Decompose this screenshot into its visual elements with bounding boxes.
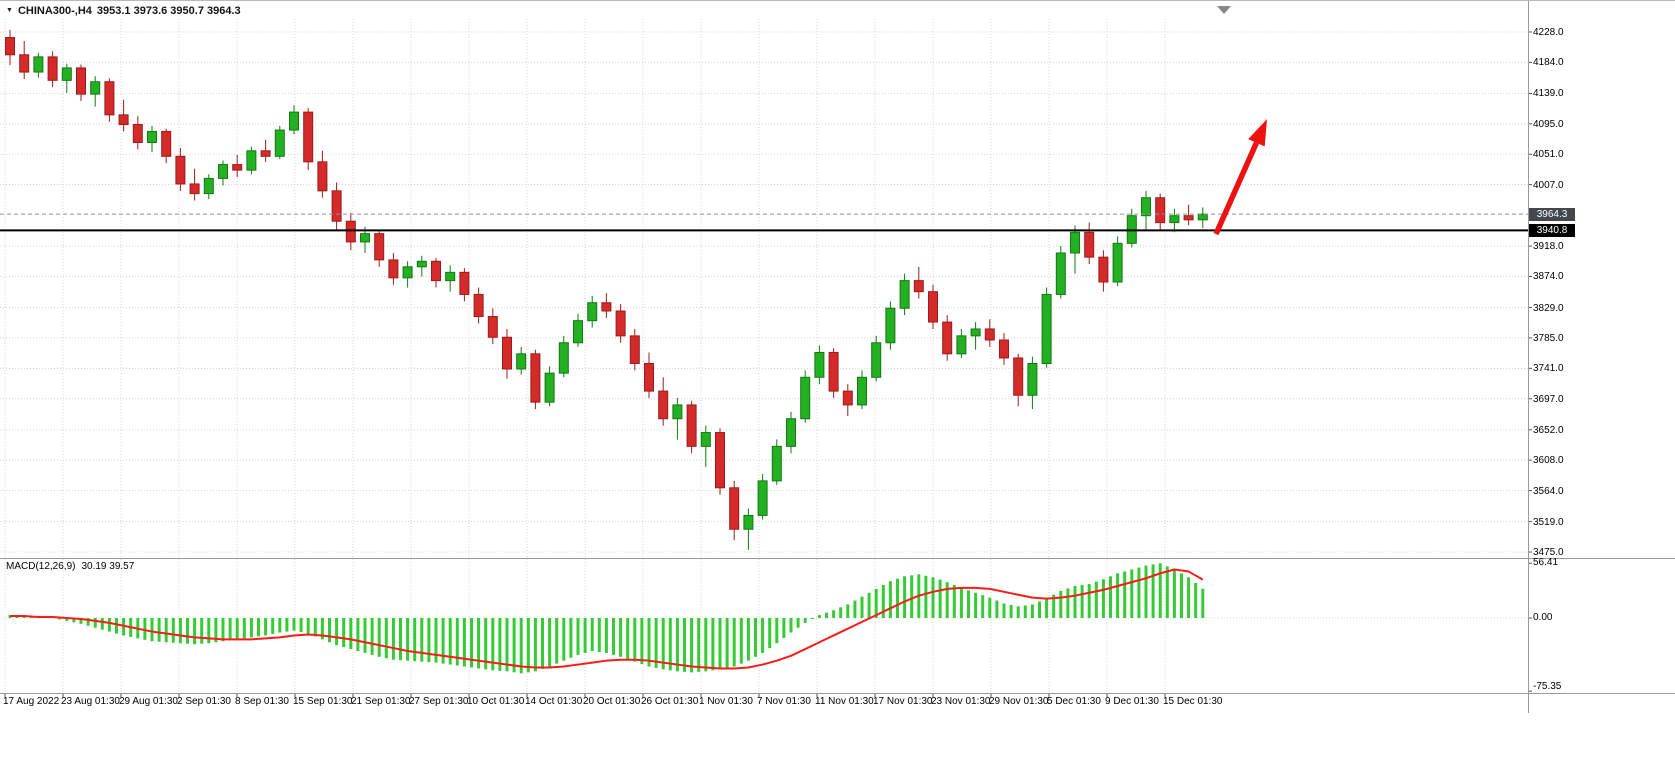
price-tick-label: 3519.0	[1533, 516, 1564, 528]
price-tick-label: 3829.0	[1533, 302, 1564, 314]
price-tick-label: 4139.0	[1533, 88, 1564, 100]
symbol-dropdown-icon[interactable]: ▼	[6, 6, 13, 14]
price-tick-label: 3918.0	[1533, 241, 1564, 253]
price-tick-label: 4095.0	[1533, 118, 1564, 130]
time-tick-label: 15 Dec 01:30	[1163, 696, 1223, 707]
time-tick-label: 14 Oct 01:30	[525, 696, 583, 707]
chart-title: ▼ CHINA300-,H4 3953.1 3973.6 3950.7 3964…	[6, 5, 241, 17]
time-tick-label: 9 Dec 01:30	[1105, 696, 1159, 707]
panel-divider[interactable]	[0, 558, 1675, 559]
price-tick-label: 3608.0	[1533, 455, 1564, 467]
macd-values: 30.19 39.57	[81, 561, 135, 572]
price-tick-label: 3652.0	[1533, 424, 1564, 436]
price-tick-label: 3785.0	[1533, 332, 1564, 344]
time-axis-divider	[0, 693, 1675, 694]
time-tick-label: 7 Nov 01:30	[757, 696, 811, 707]
time-tick-label: 1 Nov 01:30	[699, 696, 753, 707]
shift-marker-icon[interactable]	[1217, 6, 1231, 14]
time-tick-label: 29 Aug 01:30	[119, 696, 178, 707]
time-tick-label: 2 Sep 01:30	[177, 696, 231, 707]
time-tick-label: 11 Nov 01:30	[815, 696, 874, 707]
price-axis-divider	[1528, 1, 1529, 713]
time-tick-label: 23 Nov 01:30	[931, 696, 991, 707]
price-tick-label: 3564.0	[1533, 485, 1564, 497]
time-tick-label: 5 Dec 01:30	[1047, 696, 1101, 707]
time-tick-label: 15 Sep 01:30	[293, 696, 353, 707]
candlesticks	[5, 29, 1208, 550]
macd-axis-min: -75.35	[1533, 681, 1562, 692]
time-tick-label: 20 Oct 01:30	[583, 696, 641, 707]
time-tick-label: 29 Nov 01:30	[989, 696, 1049, 707]
price-tick-label: 4184.0	[1533, 57, 1564, 69]
time-tick-label: 21 Sep 01:30	[351, 696, 411, 707]
grid-lines	[0, 19, 1528, 692]
price-tick-label: 4228.0	[1533, 27, 1564, 38]
price-tick-label: 4007.0	[1533, 179, 1564, 191]
macd-axis-max: 56.41	[1533, 557, 1559, 568]
macd-signal-line	[10, 568, 1204, 670]
axis-tick-marks	[4, 31, 1532, 697]
current-price-tag: 3964.3	[1529, 208, 1575, 221]
time-tick-label: 27 Sep 01:30	[409, 696, 469, 707]
price-tick-label: 3741.0	[1533, 363, 1564, 375]
macd-name: MACD(12,26,9)	[6, 561, 76, 572]
time-tick-label: 10 Oct 01:30	[467, 696, 525, 707]
trend-arrow[interactable]	[1213, 119, 1267, 236]
macd-indicator-label: MACD(12,26,9) 30.19 39.57	[6, 561, 134, 572]
macd-axis-zero: 0.00	[1533, 612, 1553, 623]
ohlc-values-label: 3953.1 3973.6 3950.7 3964.3	[96, 5, 241, 17]
price-tick-label: 3475.0	[1533, 547, 1564, 559]
time-tick-label: 26 Oct 01:30	[641, 696, 699, 707]
horizontal-line-price-tag: 3940.8	[1529, 224, 1575, 237]
time-tick-label: 17 Aug 2022	[3, 696, 60, 707]
time-tick-label: 8 Sep 01:30	[235, 696, 289, 707]
macd-histogram	[8, 563, 1205, 674]
price-tick-label: 3697.0	[1533, 393, 1564, 405]
symbol-timeframe-label: CHINA300-,H4	[17, 5, 92, 17]
time-tick-label: 23 Aug 01:30	[61, 696, 120, 707]
price-tick-label: 4051.0	[1533, 149, 1564, 161]
price-tick-label: 3874.0	[1533, 271, 1564, 283]
time-tick-label: 17 Nov 01:30	[873, 696, 933, 707]
